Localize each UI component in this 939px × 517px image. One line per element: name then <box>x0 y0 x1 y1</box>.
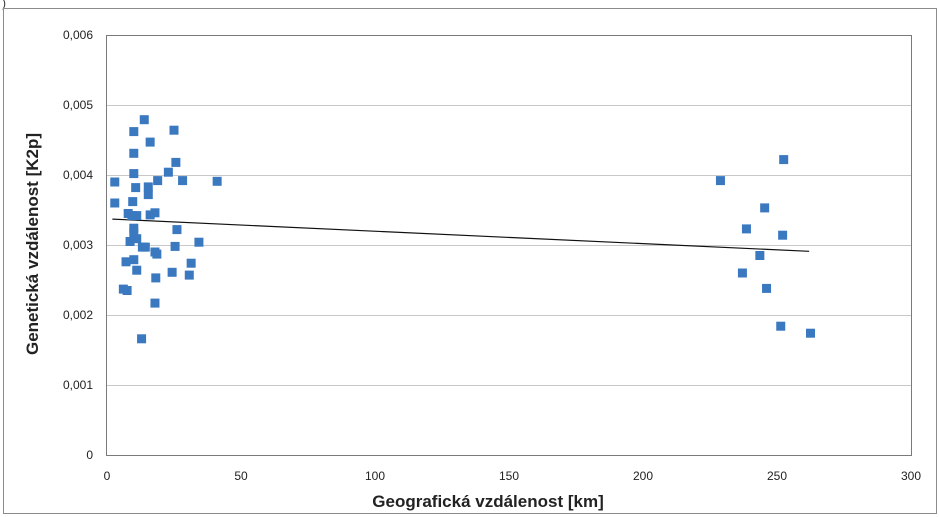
data-point <box>129 223 139 233</box>
data-point <box>169 125 179 135</box>
y-axis-ticks: 0 0,001 0,002 0,003 0,004 0,005 0,006 <box>63 28 93 462</box>
data-point <box>172 225 182 235</box>
data-point <box>171 157 181 167</box>
y-tick-label: 0 <box>86 448 93 462</box>
data-point <box>163 167 173 177</box>
data-point <box>129 148 139 158</box>
data-point <box>145 210 155 220</box>
data-point <box>110 198 120 208</box>
data-point <box>143 182 153 192</box>
data-point <box>132 211 142 221</box>
data-point <box>129 228 139 238</box>
data-point <box>762 283 772 293</box>
data-point <box>178 176 188 186</box>
x-tick-label: 0 <box>104 469 111 483</box>
data-points <box>110 115 815 344</box>
data-point <box>194 237 204 247</box>
data-point <box>779 155 789 165</box>
data-point <box>170 241 180 251</box>
data-point <box>776 321 786 331</box>
data-point <box>128 197 138 207</box>
data-point <box>212 176 222 186</box>
data-point <box>184 270 194 280</box>
data-point <box>139 115 149 125</box>
data-point <box>151 273 161 283</box>
data-point <box>129 127 139 137</box>
data-point <box>122 286 132 295</box>
data-point <box>737 268 747 278</box>
data-point <box>121 257 131 267</box>
data-point <box>140 242 150 252</box>
data-point <box>150 298 160 308</box>
data-point <box>152 249 162 259</box>
y-tick-label: 0,002 <box>63 308 93 322</box>
data-point <box>778 230 788 240</box>
y-tick-label: 0,005 <box>63 98 93 112</box>
data-point <box>127 211 137 221</box>
x-tick-label: 100 <box>365 469 385 483</box>
data-point <box>132 265 142 275</box>
data-point <box>167 267 177 277</box>
chart-area-border <box>3 8 937 514</box>
plot-area-border <box>106 35 912 456</box>
data-point <box>150 208 160 218</box>
y-tick-label: 0,006 <box>63 28 93 42</box>
x-tick-label: 150 <box>499 469 519 483</box>
data-point <box>129 169 139 179</box>
y-tick-label: 0,001 <box>63 378 93 392</box>
x-tick-label: 200 <box>633 469 653 483</box>
data-point <box>131 183 141 193</box>
data-point <box>145 137 155 147</box>
data-point <box>110 177 120 187</box>
data-point <box>132 234 142 244</box>
x-tick-label: 250 <box>767 469 787 483</box>
x-axis-ticks: 0 50 100 150 200 250 300 <box>104 469 922 483</box>
corner-mark: ) <box>2 0 6 10</box>
trendline <box>112 218 810 252</box>
data-point <box>153 176 163 186</box>
x-tick-label: 300 <box>901 469 921 483</box>
data-point <box>125 237 135 246</box>
trendline-group <box>112 218 810 252</box>
y-tick-label: 0,004 <box>63 168 93 182</box>
data-point <box>129 255 139 265</box>
data-point <box>186 258 196 268</box>
data-point <box>755 251 765 260</box>
x-axis-title: Geografická vzdálenost [km] <box>372 492 603 511</box>
data-point <box>760 203 770 213</box>
data-point <box>715 176 725 186</box>
data-point <box>741 224 751 234</box>
gridlines <box>107 105 911 386</box>
data-point <box>143 190 153 200</box>
y-axis-title: Genetická vzdálenost [K2p] <box>23 133 42 355</box>
x-tick-label: 50 <box>234 469 248 483</box>
y-tick-label: 0,003 <box>63 238 93 252</box>
data-point <box>137 334 147 344</box>
data-point <box>806 328 815 338</box>
